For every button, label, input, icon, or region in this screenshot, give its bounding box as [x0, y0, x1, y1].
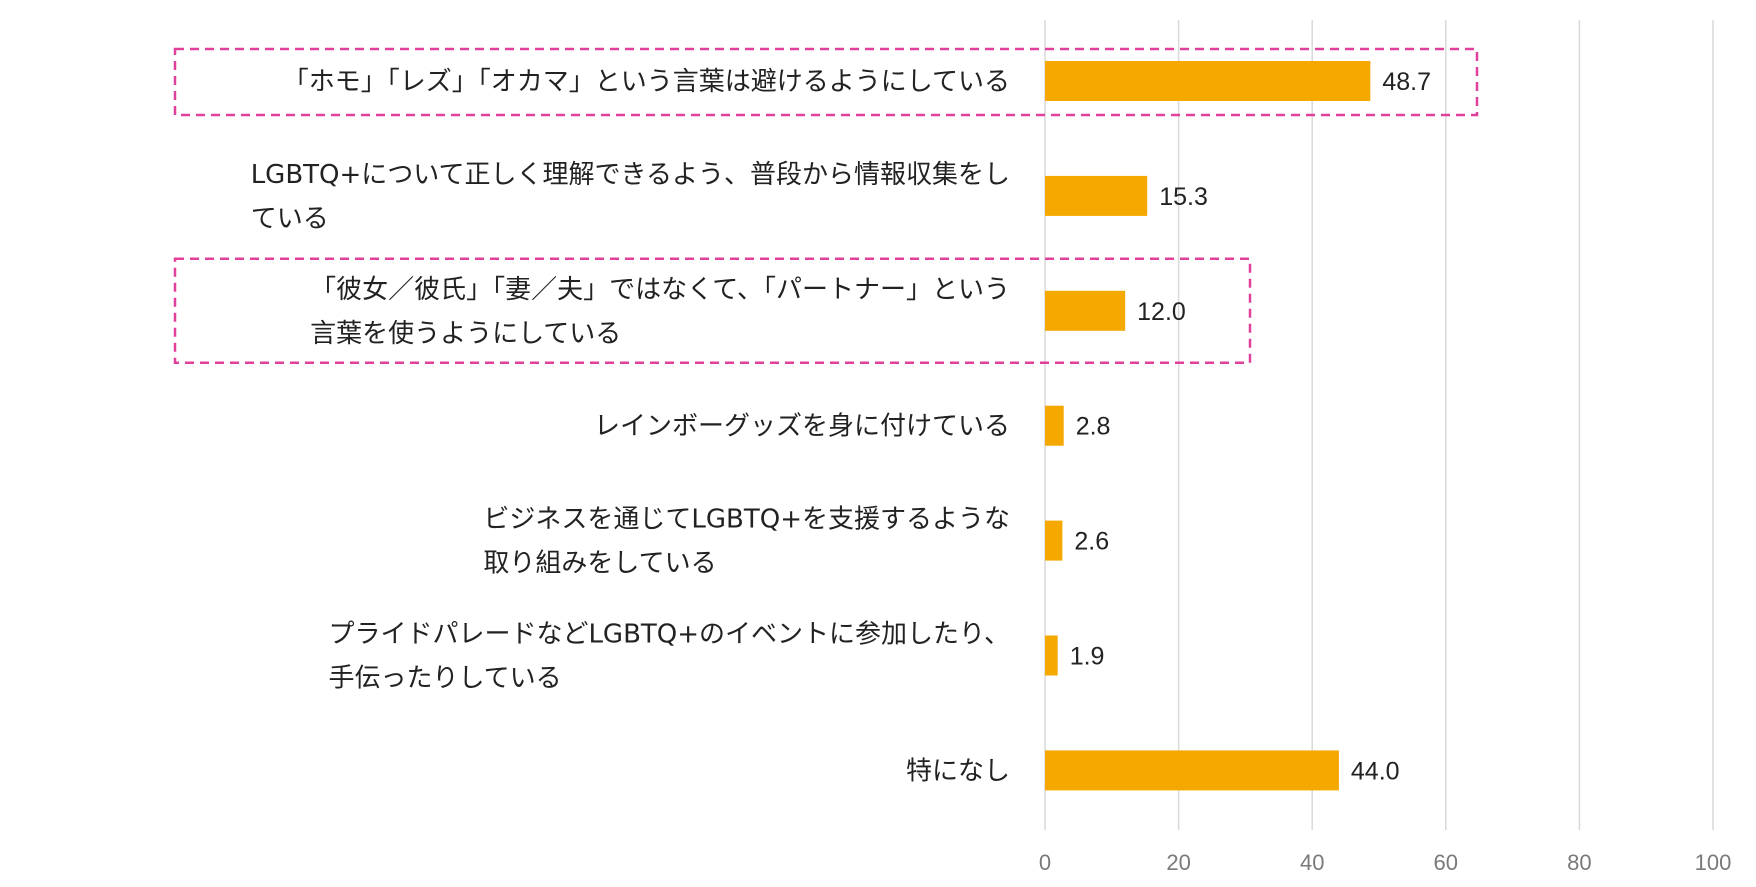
category-label-line: レインボーグッズを身に付けている: [594, 412, 1010, 442]
category-label-line: 言葉を使うようにしている: [310, 319, 621, 349]
bar: [1045, 520, 1063, 561]
x-tick-label: 0: [1039, 850, 1051, 875]
x-tick-label: 60: [1434, 850, 1458, 875]
category-label-line: ビジネスを通じてLGBTQ+を支援するような: [483, 505, 1010, 535]
x-tick-label: 100: [1695, 850, 1732, 875]
category-label-line: 「ホモ」「レズ」「オカマ」という言葉は避けるようにしている: [283, 67, 1010, 97]
gridlines: [1044, 20, 1714, 830]
bar: [1045, 405, 1064, 446]
highlight-box: [173, 257, 1252, 365]
x-axis-ticks: 0 20 40 60 80 100: [1039, 850, 1731, 875]
bars: [1045, 61, 1371, 791]
data-labels: 48.7 15.3 12.0 2.8 2.6 1.9 44.0: [1070, 68, 1431, 785]
data-label: 48.7: [1382, 68, 1431, 96]
category-label-line: LGBTQ+について正しく理解できるよう、普段から情報収集をし: [251, 160, 1010, 190]
category-label: プライドパレードなどLGBTQ+のイベントに参加したり、手伝ったりしている: [328, 620, 1010, 694]
bar: [1045, 61, 1371, 101]
category-labels: 「ホモ」「レズ」「オカマ」という言葉は避けるようにしている LGBTQ+について正…: [251, 67, 1010, 786]
category-label-line: プライドパレードなどLGBTQ+のイベントに参加したり、: [328, 620, 1010, 650]
x-tick-label: 80: [1567, 850, 1591, 875]
bar: [1045, 635, 1058, 676]
category-label-line: ている: [251, 204, 329, 234]
category-label-line: 取り組みをしている: [483, 549, 716, 579]
data-label: 2.8: [1076, 413, 1111, 441]
bar: [1045, 750, 1339, 791]
highlight-boxes: [173, 47, 1479, 365]
category-label: 特になし: [906, 756, 1010, 786]
data-label: 12.0: [1137, 298, 1186, 326]
x-tick-label: 20: [1166, 850, 1190, 875]
bar: [1045, 290, 1126, 331]
bar: [1045, 175, 1148, 216]
x-tick-label: 40: [1300, 850, 1324, 875]
category-label-line: 「彼女／彼氏」「妻／夫」ではなくて、「パートナー」という: [310, 275, 1010, 305]
data-label: 1.9: [1070, 643, 1105, 671]
category-label: レインボーグッズを身に付けている: [594, 412, 1010, 442]
category-label: 「ホモ」「レズ」「オカマ」という言葉は避けるようにしている: [283, 67, 1010, 97]
data-label: 15.3: [1159, 183, 1208, 211]
highlight-box: [173, 47, 1479, 117]
data-label: 2.6: [1074, 528, 1109, 556]
category-label-line: 手伝ったりしている: [328, 664, 561, 694]
data-label: 44.0: [1351, 757, 1400, 785]
category-label-line: 特になし: [906, 756, 1010, 786]
